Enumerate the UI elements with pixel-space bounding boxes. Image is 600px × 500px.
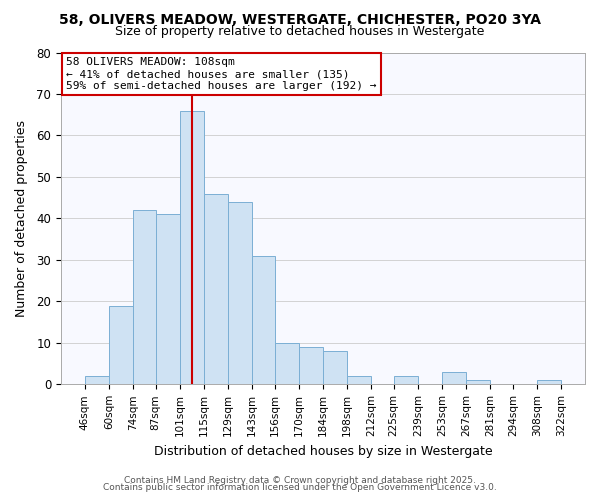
Bar bbox=[537, 380, 561, 384]
Bar bbox=[299, 347, 323, 385]
Bar bbox=[394, 376, 418, 384]
Bar bbox=[347, 376, 371, 384]
Text: Contains public sector information licensed under the Open Government Licence v3: Contains public sector information licen… bbox=[103, 484, 497, 492]
Text: 58 OLIVERS MEADOW: 108sqm
← 41% of detached houses are smaller (135)
59% of semi: 58 OLIVERS MEADOW: 108sqm ← 41% of detac… bbox=[66, 58, 377, 90]
Bar bbox=[109, 306, 133, 384]
Bar bbox=[275, 343, 299, 384]
Bar bbox=[252, 256, 275, 384]
Bar bbox=[228, 202, 252, 384]
Bar bbox=[133, 210, 155, 384]
Bar bbox=[442, 372, 466, 384]
Text: 58, OLIVERS MEADOW, WESTERGATE, CHICHESTER, PO20 3YA: 58, OLIVERS MEADOW, WESTERGATE, CHICHEST… bbox=[59, 12, 541, 26]
Y-axis label: Number of detached properties: Number of detached properties bbox=[15, 120, 28, 317]
Bar bbox=[323, 351, 347, 384]
Bar bbox=[85, 376, 109, 384]
Text: Size of property relative to detached houses in Westergate: Size of property relative to detached ho… bbox=[115, 25, 485, 38]
Bar bbox=[155, 214, 179, 384]
Text: Contains HM Land Registry data © Crown copyright and database right 2025.: Contains HM Land Registry data © Crown c… bbox=[124, 476, 476, 485]
Bar bbox=[204, 194, 228, 384]
Bar bbox=[179, 110, 204, 384]
Bar bbox=[466, 380, 490, 384]
X-axis label: Distribution of detached houses by size in Westergate: Distribution of detached houses by size … bbox=[154, 444, 492, 458]
